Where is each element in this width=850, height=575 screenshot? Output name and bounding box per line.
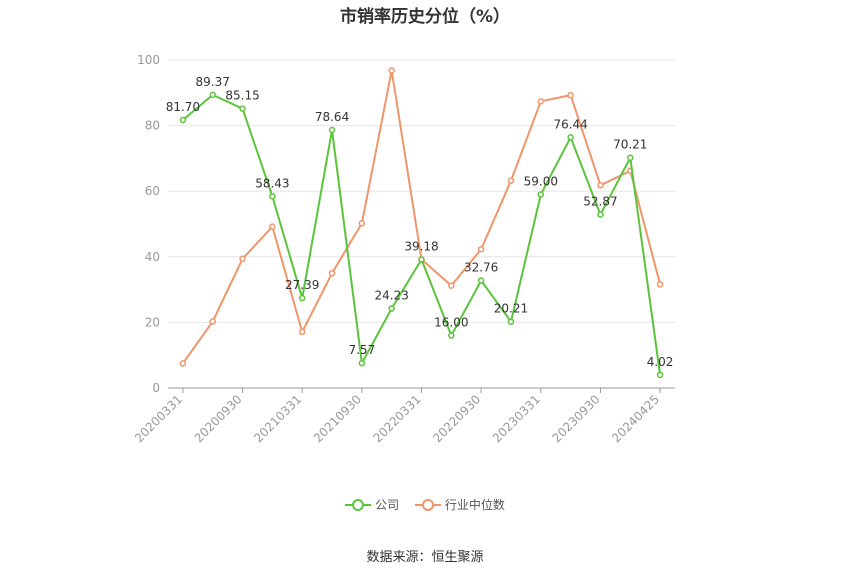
legend-line-icon	[345, 498, 372, 511]
x-tick-label: 20220930	[430, 392, 483, 445]
x-tick-label: 20230331	[490, 392, 543, 445]
legend-line-icon	[414, 498, 441, 511]
chart-plot: 0 20 40 60 80 100 20200331 20200930 20210331 2021…	[132, 53, 675, 445]
data-point	[507, 177, 515, 184]
legend: 公司 行业中位数	[0, 496, 850, 514]
data-point	[448, 282, 455, 289]
data-label: 16.00	[434, 316, 468, 330]
y-tick-label: 20	[145, 315, 160, 329]
data-label: 4.02	[647, 355, 674, 369]
x-tick-label: 20210331	[251, 392, 304, 445]
data-point	[448, 332, 455, 339]
data-label: 20.21	[494, 302, 528, 316]
data-point	[388, 305, 395, 312]
legend-label-company: 公司	[375, 498, 400, 512]
y-tick-label: 100	[137, 53, 160, 67]
x-tick-label: 20200930	[192, 392, 245, 445]
data-label: 70.21	[613, 138, 647, 152]
y-tick-label: 40	[145, 250, 160, 264]
y-tick-label: 60	[145, 184, 160, 198]
data-label: 27.39	[285, 278, 319, 292]
data-point	[179, 360, 187, 367]
data-point	[388, 67, 395, 74]
data-point	[656, 281, 664, 288]
legend-item-industry-median[interactable]: 行业中位数	[414, 496, 505, 513]
data-label: 24.23	[374, 289, 408, 303]
data-point	[269, 223, 276, 230]
data-point	[298, 294, 306, 302]
data-point	[627, 154, 634, 161]
data-point	[537, 98, 545, 105]
data-point	[477, 277, 485, 284]
y-tick-label: 80	[145, 119, 160, 133]
data-label: 59.00	[524, 174, 558, 188]
y-tick-label: 0	[152, 381, 160, 395]
data-point	[209, 318, 216, 325]
legend-label-industry-median: 行业中位数	[444, 498, 505, 512]
data-label: 7.57	[348, 343, 375, 357]
data-point	[328, 269, 336, 277]
data-label: 32.76	[464, 261, 498, 275]
data-point	[567, 134, 574, 141]
chart-title: 市销率历史分位（%）	[339, 7, 511, 27]
data-point	[537, 191, 545, 198]
data-point	[358, 359, 366, 367]
data-point	[477, 246, 485, 253]
data-point	[358, 220, 366, 227]
data-label: 76.44	[553, 117, 587, 131]
data-point	[239, 255, 246, 263]
x-tick-label: 20210930	[311, 392, 364, 445]
data-point	[656, 371, 664, 379]
data-point	[418, 256, 425, 263]
data-label: 52.87	[583, 195, 617, 209]
x-tick-label: 20220331	[371, 392, 424, 445]
data-point	[567, 91, 574, 99]
series-line-company	[182, 93, 662, 375]
data-point	[298, 328, 306, 336]
data-label: 81.70	[166, 100, 200, 114]
data-point	[507, 318, 515, 325]
data-label: 78.64	[315, 110, 349, 124]
data-point	[269, 193, 276, 200]
data-label: 58.43	[255, 176, 289, 190]
data-point	[328, 126, 336, 134]
x-tick-label: 20240425	[609, 392, 662, 445]
data-point	[597, 182, 604, 189]
data-point	[209, 91, 216, 99]
series-line-industry-median	[182, 69, 662, 364]
legend-item-company[interactable]: 公司	[345, 496, 399, 513]
x-tick-label: 20200331	[132, 392, 185, 445]
data-point	[239, 105, 246, 112]
data-label: 85.15	[225, 89, 259, 103]
data-point	[597, 211, 604, 218]
data-label: 89.37	[196, 75, 230, 89]
data-label: 39.18	[404, 239, 438, 253]
x-tick-label: 20230930	[549, 392, 602, 445]
source-note: 数据来源：恒生聚源	[366, 550, 484, 565]
data-point	[179, 116, 187, 124]
